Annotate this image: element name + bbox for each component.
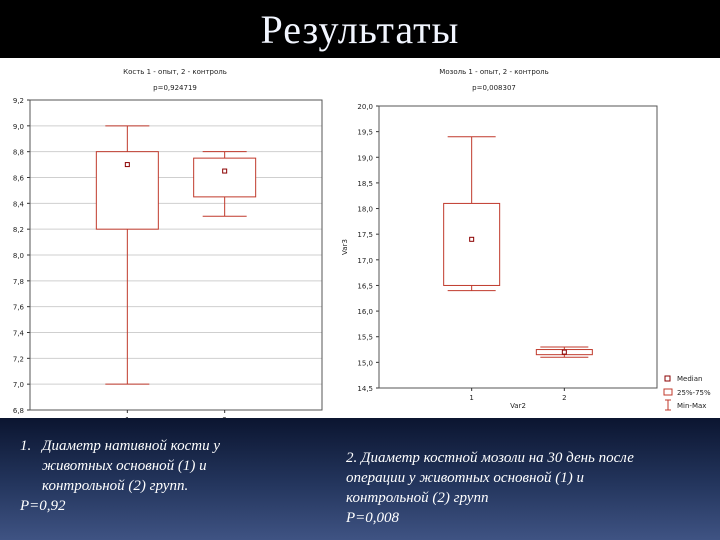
caption-left-line-2: животных основной (1) и bbox=[42, 458, 207, 474]
median-marker bbox=[561, 349, 567, 355]
legend-swatch-median bbox=[664, 375, 671, 382]
caption-left: 1. Диаметр нативной кости у животных осн… bbox=[20, 436, 320, 516]
chart-left-svg: Кость 1 - опыт, 2 - контроль p=0,924719 6,… bbox=[13, 68, 323, 424]
y-tick-label: 8,8 bbox=[13, 149, 24, 157]
y-tick-label: 20,0 bbox=[357, 103, 373, 111]
y-tick-label: 8,0 bbox=[13, 252, 24, 260]
caption-left-line-1: Диаметр нативной кости у bbox=[42, 438, 220, 454]
y-tick-label: 7,2 bbox=[13, 355, 24, 363]
y-tick-label: 15,0 bbox=[357, 359, 373, 367]
boxplot-bone-diameter: Кость 1 - опыт, 2 - контроль p=0,924719 6,… bbox=[0, 58, 337, 424]
x-tick-label: 1 bbox=[469, 394, 473, 402]
y-tick-label: 7,4 bbox=[13, 330, 25, 338]
chart-right-svg: Мозоль 1 - опыт, 2 - контроль p=0,008307 1… bbox=[341, 68, 711, 411]
slide-title: Результаты bbox=[260, 6, 460, 52]
caption-left-number: 1. bbox=[20, 438, 32, 454]
caption-left-p-value: P=0,92 bbox=[20, 498, 66, 514]
caption-right-line-2: операции у животных основной (1) и bbox=[346, 470, 584, 486]
median-marker bbox=[124, 162, 130, 168]
y-tick-label: 15,5 bbox=[357, 334, 373, 342]
median-marker bbox=[469, 236, 475, 242]
chart-subtitle: p=0,924719 bbox=[153, 84, 197, 92]
y-axis-label: Var3 bbox=[341, 239, 349, 255]
y-tick-label: 9,0 bbox=[13, 123, 24, 131]
plot-frame bbox=[378, 105, 658, 389]
y-tick-label: 8,6 bbox=[13, 175, 25, 183]
box-iqr bbox=[443, 202, 501, 286]
caption-right-p-value: P=0,008 bbox=[346, 510, 400, 526]
caption-right: 2. Диаметр костной мозоли на 30 день пос… bbox=[346, 448, 714, 528]
y-tick-label: 16,5 bbox=[357, 282, 373, 290]
y-tick-label: 8,4 bbox=[13, 200, 25, 208]
y-tick-label: 7,0 bbox=[13, 381, 24, 389]
x-axis-label: Var2 bbox=[510, 402, 526, 410]
caption-left-first-line: 1. Диаметр нативной кости у bbox=[20, 436, 320, 456]
chart-title: Мозоль 1 - опыт, 2 - контроль bbox=[439, 68, 548, 76]
y-tick-label: 17,0 bbox=[357, 257, 373, 265]
legend-swatch-box bbox=[663, 388, 673, 396]
y-tick-label: 19,5 bbox=[357, 129, 373, 137]
y-tick-label: 19,0 bbox=[357, 154, 373, 162]
y-tick-label: 18,5 bbox=[357, 180, 373, 188]
y-tick-label: 8,2 bbox=[13, 226, 24, 234]
y-tick-label: 6,8 bbox=[13, 407, 24, 415]
y-tick-label: 16,0 bbox=[357, 308, 373, 316]
caption-band bbox=[0, 418, 720, 540]
caption-right-line-1: 2. Диаметр костной мозоли на 30 день пос… bbox=[346, 450, 634, 466]
median-marker bbox=[222, 168, 228, 174]
y-tick-label: 17,5 bbox=[357, 231, 373, 239]
caption-left-line-3: контрольной (2) групп. bbox=[42, 478, 189, 494]
legend-label-minmax: Min-Max bbox=[677, 402, 706, 410]
boxplot-callus-diameter: Мозоль 1 - опыт, 2 - контроль p=0,008307 1… bbox=[337, 58, 720, 418]
y-tick-label: 7,8 bbox=[13, 278, 24, 286]
legend-label-median: Median bbox=[677, 375, 702, 383]
plot-frame bbox=[29, 99, 323, 411]
legend-label-box: 25%-75% bbox=[677, 389, 711, 397]
y-tick-label: 9,2 bbox=[13, 97, 24, 105]
y-tick-label: 18,0 bbox=[357, 206, 373, 214]
x-tick-label: 2 bbox=[562, 394, 566, 402]
box-iqr bbox=[193, 157, 257, 198]
caption-right-line-3: контрольной (2) групп bbox=[346, 490, 489, 506]
y-tick-label: 14,5 bbox=[357, 385, 373, 393]
y-tick-label: 7,6 bbox=[13, 304, 25, 312]
chart-title: Кость 1 - опыт, 2 - контроль bbox=[123, 68, 227, 76]
chart-subtitle: p=0,008307 bbox=[472, 84, 516, 92]
